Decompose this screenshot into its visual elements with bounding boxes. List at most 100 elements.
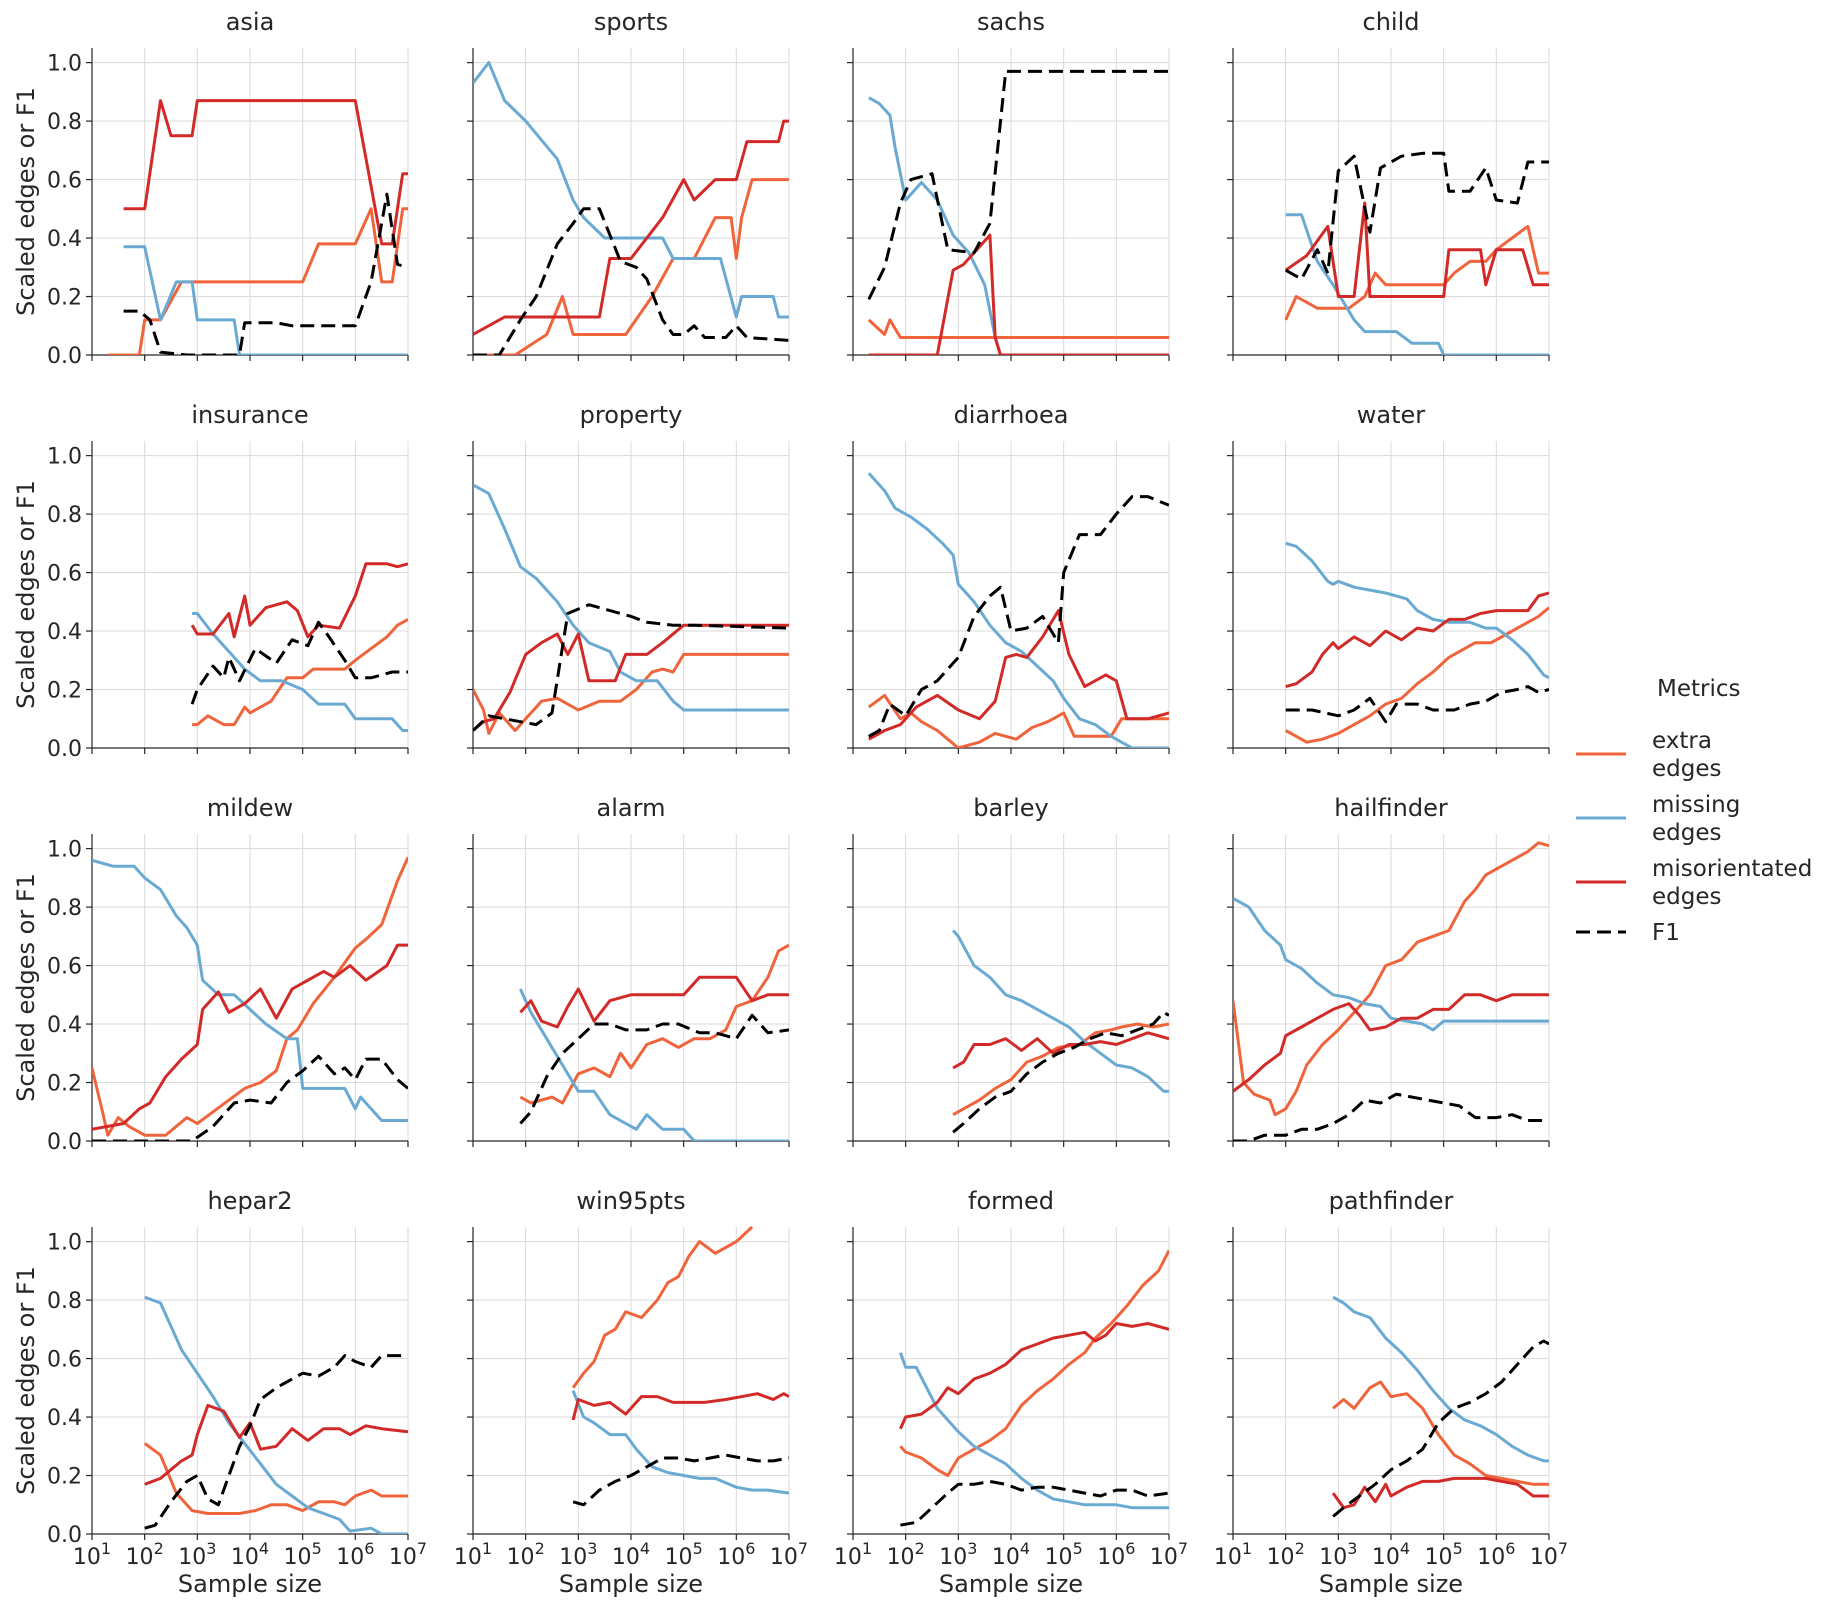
x-tick-exponent: 3	[1347, 1539, 1357, 1558]
series-group	[1331, 1295, 1549, 1518]
x-tick-label: 103	[939, 1539, 977, 1570]
series-line-extra	[1284, 606, 1549, 744]
x-tick-label: 106	[336, 1539, 374, 1570]
y-tick-label: 1.0	[47, 445, 82, 470]
x-axis-label: Sample size	[178, 1570, 322, 1598]
x-tick-exponent: 7	[798, 1539, 808, 1558]
series-line-missing	[1332, 1295, 1549, 1463]
panel-title: diarrhoea	[954, 401, 1069, 429]
series-line-f1	[952, 1010, 1169, 1134]
panel-title: property	[580, 401, 683, 429]
series-line-misor	[473, 623, 789, 732]
series-line-f1	[123, 192, 408, 355]
legend-label-line: edges	[1652, 756, 1721, 782]
series-line-f1	[1285, 685, 1549, 724]
x-tick-exponent: 3	[967, 1539, 977, 1558]
series-line-f1	[1284, 151, 1549, 281]
series-group	[190, 562, 408, 732]
series-line-extra	[107, 207, 408, 355]
y-tick-label: 0.4	[47, 1406, 82, 1431]
series-group	[1233, 841, 1549, 1141]
series-line-misor	[868, 609, 1169, 741]
series-line-missing	[1233, 896, 1549, 1032]
y-axis-label: Scaled edges or F1	[12, 1266, 40, 1495]
x-tick-exponent: 3	[206, 1539, 216, 1558]
y-tick-label: 0.8	[47, 896, 82, 921]
x-tick-label: 106	[717, 1539, 755, 1570]
series-line-f1	[190, 620, 408, 705]
y-tick-label: 0.2	[47, 1465, 82, 1490]
panel-pathfinder: 101 102 103 104 105 106 107 Sample size pathfind…	[1214, 1187, 1568, 1598]
y-tick-label: 0.4	[47, 1013, 82, 1038]
x-tick-exponent: 6	[745, 1539, 755, 1558]
series-line-extra	[519, 943, 789, 1105]
x-tick-exponent: 5	[312, 1539, 322, 1558]
panel-child: child	[1227, 8, 1550, 361]
x-tick-exponent: 7	[417, 1539, 427, 1558]
panel-formed: 101 102 103 104 105 106 107 Sample size formed	[834, 1187, 1188, 1598]
series-line-f1	[473, 207, 789, 355]
panel-property: property	[467, 401, 790, 754]
series-group	[92, 856, 408, 1141]
x-tick-exponent: 4	[1400, 1539, 1410, 1558]
x-tick-exponent: 4	[259, 1539, 269, 1558]
panel-title: barley	[973, 794, 1048, 822]
x-tick-label: 104	[1372, 1539, 1410, 1570]
series-line-misor	[144, 1403, 408, 1486]
series-line-extra	[899, 1249, 1169, 1477]
panel-title: water	[1357, 401, 1426, 429]
series-group	[867, 69, 1169, 355]
x-tick-label: 102	[887, 1539, 925, 1570]
series-group	[473, 61, 789, 355]
series-group	[519, 943, 789, 1141]
series-group	[867, 472, 1169, 748]
series-group	[1284, 541, 1549, 744]
series-line-misor	[1285, 591, 1549, 689]
series-line-misor	[1284, 201, 1549, 298]
series-line-misor	[1233, 993, 1549, 1093]
x-tick-label: 102	[126, 1539, 164, 1570]
x-tick-exponent: 1	[101, 1539, 111, 1558]
series-line-missing	[571, 1390, 789, 1495]
series-group	[473, 483, 789, 735]
series-line-missing	[144, 1295, 408, 1534]
x-tick-label: 105	[1425, 1539, 1463, 1570]
panel-mildew: 0.0 0.2 0.4 0.6 0.8 1.0 Scaled edges or F1 mild…	[12, 794, 409, 1155]
series-line-extra	[192, 618, 408, 727]
panel-title: hepar2	[207, 1187, 292, 1215]
y-tick-label: 1.0	[47, 52, 82, 77]
legend-label-misor: misorientated edges	[1652, 856, 1812, 910]
series-group	[107, 99, 408, 355]
panel-barley: barley	[847, 794, 1170, 1147]
y-axis-label: Scaled edges or F1	[12, 873, 40, 1102]
series-line-missing	[192, 612, 408, 732]
y-tick-label: 0.4	[47, 620, 82, 645]
y-tick-label: 0.2	[47, 679, 82, 704]
series-line-extra	[143, 1442, 408, 1515]
x-tick-exponent: 7	[1178, 1539, 1188, 1558]
y-axis-label: Scaled edges or F1	[12, 87, 40, 316]
series-group	[571, 1225, 789, 1507]
series-line-f1	[900, 1479, 1169, 1527]
y-tick-label: 0.6	[47, 169, 82, 194]
panel-title: hailfinder	[1334, 794, 1448, 822]
x-tick-label: 104	[992, 1539, 1030, 1570]
series-line-extra	[952, 1022, 1169, 1117]
panel-title: pathfinder	[1329, 1187, 1454, 1215]
series-line-missing	[92, 858, 408, 1122]
x-tick-label: 105	[1045, 1539, 1083, 1570]
panel-title: alarm	[597, 794, 666, 822]
series-line-misor	[473, 119, 789, 336]
legend-label-extra: extra edges	[1652, 728, 1721, 782]
x-tick-label: 104	[231, 1539, 269, 1570]
x-tick-exponent: 6	[1125, 1539, 1135, 1558]
legend-label-line: missing	[1652, 792, 1740, 818]
y-tick-label: 0.2	[47, 286, 82, 311]
series-line-extra	[1233, 841, 1549, 1117]
series-line-misor	[571, 1392, 789, 1421]
panel-title: asia	[226, 8, 275, 36]
series-line-extra	[473, 652, 789, 735]
x-tick-exponent: 4	[1020, 1539, 1030, 1558]
x-tick-exponent: 5	[1453, 1539, 1463, 1558]
